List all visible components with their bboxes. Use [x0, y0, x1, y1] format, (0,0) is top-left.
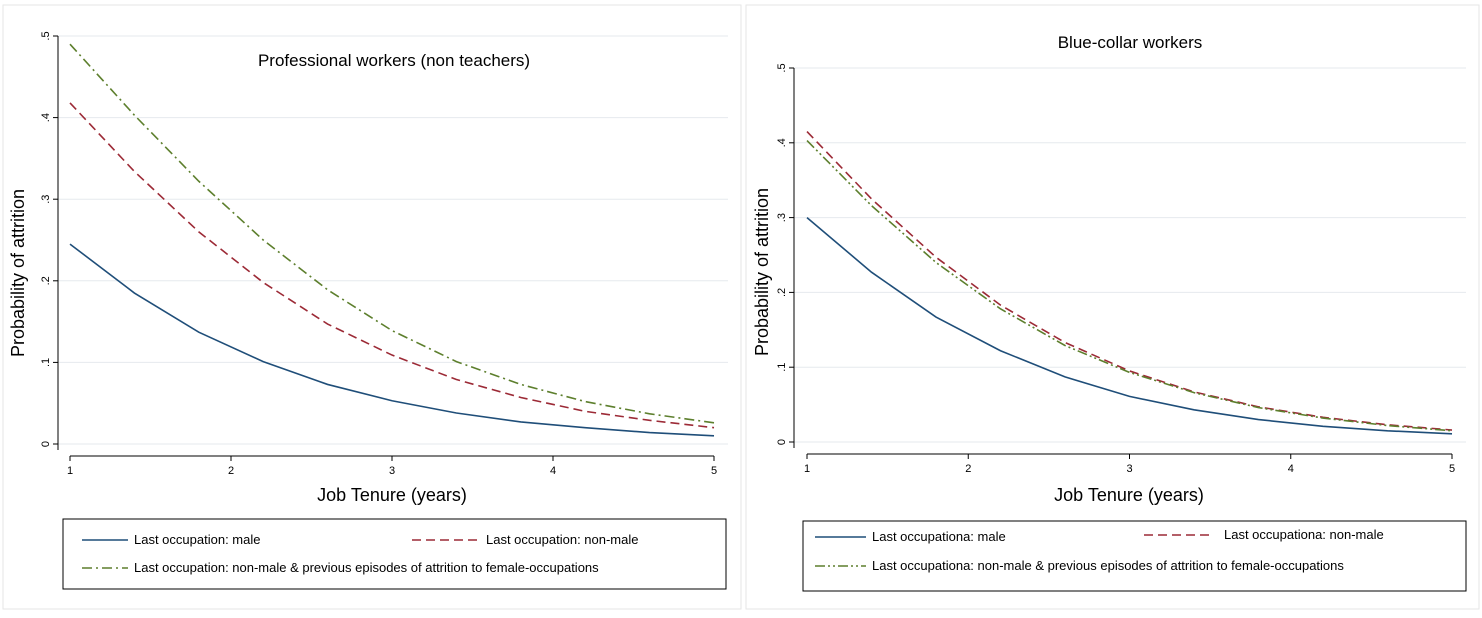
y-tick-label: .5 — [40, 31, 52, 40]
y-axis-label: Probability of attrition — [8, 189, 28, 357]
plot-area: 0 .1 .2 .3 .4 .5 1 2 3 4 5 — [776, 63, 1466, 475]
x-tick-label: 3 — [389, 465, 395, 477]
legend-label: Last occupationa: non-male — [1224, 527, 1384, 542]
y-tick-label: .3 — [40, 195, 52, 204]
y-tick-label: 0 — [776, 439, 788, 445]
y-tick-label: .4 — [776, 138, 788, 147]
x-tick-label: 4 — [1288, 463, 1294, 475]
y-tick-label: .1 — [776, 363, 788, 372]
legend-label: Last occupation: male — [134, 532, 260, 547]
chart-panel-border — [2, 4, 742, 610]
series-line-3 — [806, 139, 1453, 432]
x-tick-label: 2 — [228, 465, 234, 477]
legend-label: Last occupation: non-male & previous epi… — [134, 560, 599, 575]
x-tick-label: 1 — [804, 463, 810, 475]
legend-label: Last occupationa: male — [872, 529, 1006, 544]
x-tick-label: 1 — [67, 465, 73, 477]
x-tick-label: 4 — [550, 465, 556, 477]
y-tick-label: .4 — [40, 113, 52, 122]
chart-title: Professional workers (non teachers) — [258, 51, 530, 70]
y-tick-label: .2 — [40, 276, 52, 285]
legend-label: Last occupationa: non-male & previous ep… — [872, 558, 1344, 573]
legend-entries: Last occupation: male Last occupation: no… — [82, 532, 638, 575]
series-line-2 — [69, 102, 715, 429]
x-tick-label: 5 — [711, 465, 717, 477]
x-tick-label: 3 — [1126, 463, 1132, 475]
legend — [62, 518, 727, 590]
y-axis-label: Probability of attrition — [752, 188, 772, 356]
legend-label: Last occupation: non-male — [486, 532, 638, 547]
y-tick-label: .5 — [776, 63, 788, 72]
legend-entries: Last occupationa: male Last occupationa: … — [815, 527, 1384, 573]
legend — [802, 520, 1467, 592]
y-tick-label: 0 — [40, 441, 52, 447]
x-axis-label: Job Tenure (years) — [317, 485, 467, 505]
x-axis-label: Job Tenure (years) — [1054, 485, 1204, 505]
x-tick-label: 2 — [965, 463, 971, 475]
chart-panel-blue-collar: Blue-collar workers 0 .1 .2 .3 .4 .5 1 2 3 4 5 Job… — [745, 4, 1480, 610]
series-line-3 — [69, 43, 715, 424]
chart-panel-professional: Professional workers (non teachers) 0 .1.… — [2, 4, 742, 610]
x-tick-label: 5 — [1449, 463, 1455, 475]
series-line-1 — [69, 243, 715, 437]
chart-title: Blue-collar workers — [1058, 33, 1203, 52]
y-tick-label: .1 — [40, 358, 52, 367]
y-tick-label: .2 — [776, 288, 788, 297]
chart-panel-border — [745, 4, 1480, 610]
plot-area: 0 .1 .2 .3 .4 .5 1 2 3 4 5 — [40, 31, 728, 477]
series-line-1 — [806, 216, 1453, 435]
y-tick-label: .3 — [776, 213, 788, 222]
